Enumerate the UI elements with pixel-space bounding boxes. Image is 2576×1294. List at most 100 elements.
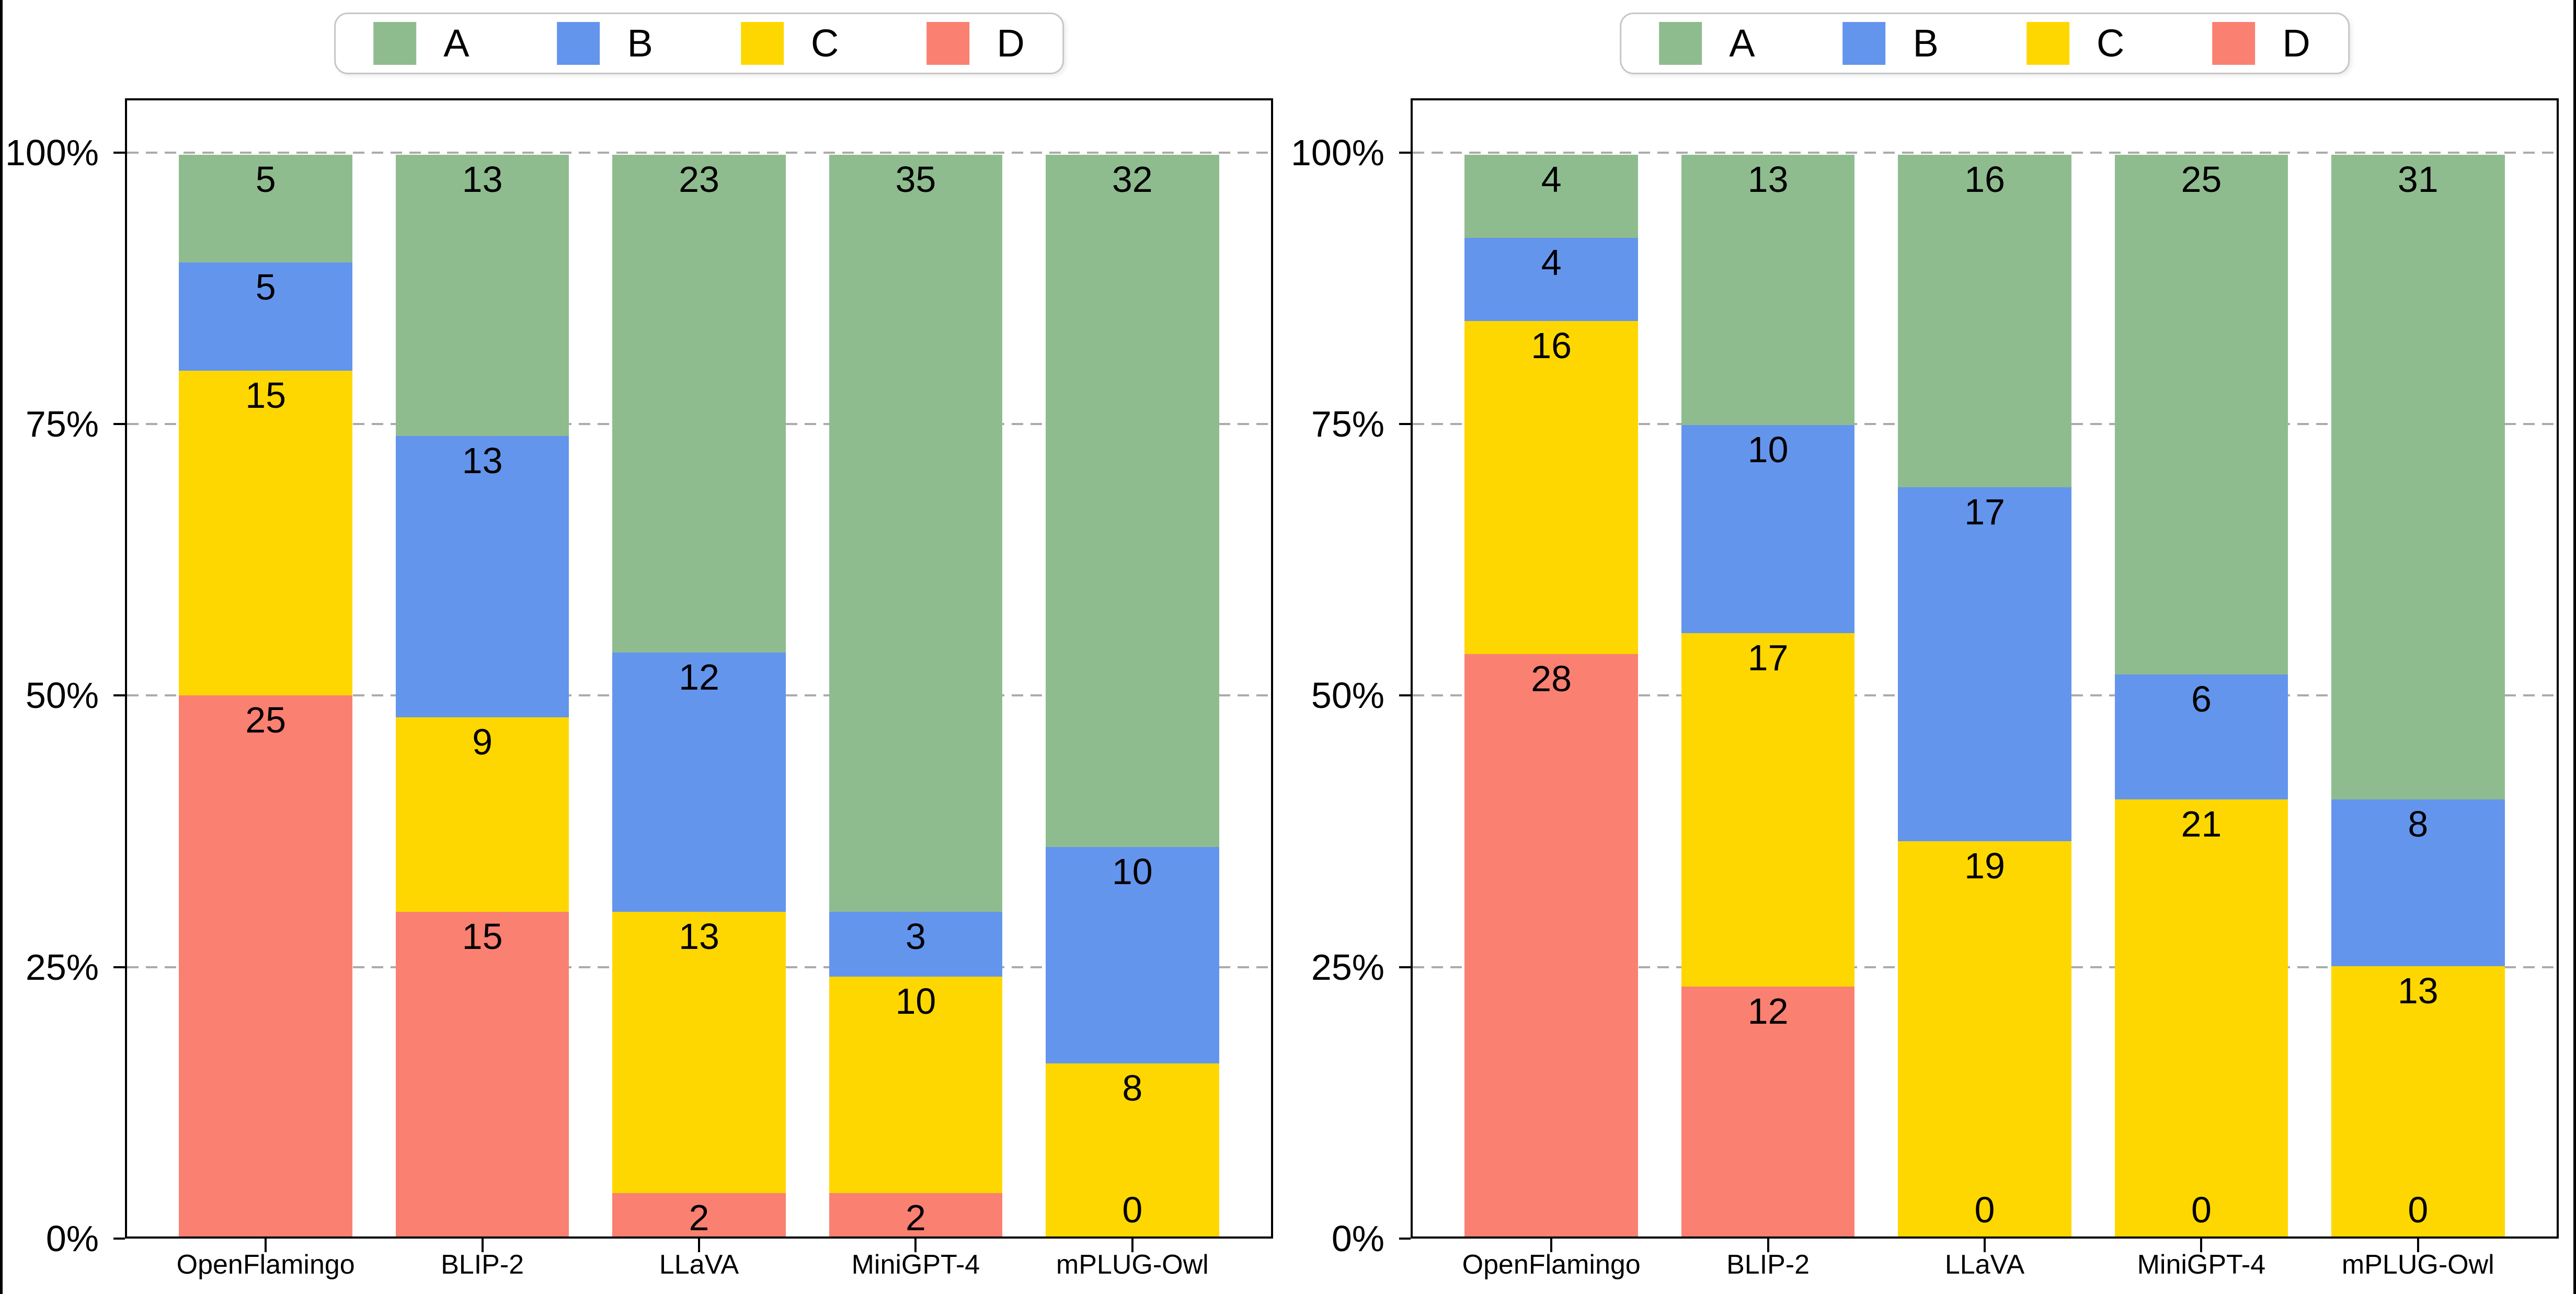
- right-value-label-A-LLaVA: 16: [1964, 158, 2005, 200]
- left-value-label-D-OpenFlamingo: 25: [245, 700, 287, 741]
- right-bar-slot-OpenFlamingo: 4 4 16 28: [1443, 100, 1659, 1236]
- left-segment-B-MiniGPT-4: 3: [829, 912, 1003, 977]
- left-legend-entry-A: A: [373, 21, 470, 65]
- right-value-label-C-mPLUG-Owl: 13: [2397, 970, 2438, 1011]
- left-bar-slot-BLIP-2: 13 13 9 15: [374, 100, 590, 1236]
- left-bar-mPLUG-Owl: 32 10 8 0: [1046, 154, 1219, 1236]
- right-segment-D-OpenFlamingo: 28: [1464, 654, 1638, 1236]
- right-x-tick-MiniGPT-4: [2200, 1239, 2203, 1252]
- left-value-label-C-MiniGPT-4: 10: [895, 981, 936, 1022]
- right-y-tick-0: [1399, 1238, 1411, 1240]
- left-legend-label-A: A: [443, 21, 470, 65]
- left-y-tick-100: [113, 151, 125, 154]
- right-legend-swatch-icon-B: [1842, 22, 1886, 65]
- right-legend-entry-A: A: [1659, 22, 1755, 65]
- right-value-label-B-LLaVA: 17: [1964, 491, 2005, 533]
- left-value-label-D-MiniGPT-4: 2: [905, 1197, 926, 1239]
- left-value-label-B-LLaVA: 12: [679, 656, 719, 697]
- right-bar-slot-BLIP-2: 13 10 17 12: [1659, 100, 1876, 1236]
- right-segment-B-LLaVA: 17: [1898, 487, 2071, 841]
- left-segment-D-OpenFlamingo: 25: [179, 695, 352, 1236]
- right-value-label-A-MiniGPT-4: 25: [2181, 158, 2222, 200]
- left-legend-label-C: C: [810, 21, 839, 65]
- left-segment-A-BLIP-2: 13: [395, 154, 569, 436]
- right-value-label-C-BLIP-2: 17: [1747, 637, 1789, 678]
- right-legend-label-A: A: [1729, 21, 1755, 65]
- left-value-label-A-MiniGPT-4: 35: [895, 158, 936, 200]
- right-x-tick-OpenFlamingo: [1550, 1239, 1553, 1252]
- left-value-label-B-mPLUG-Owl: 10: [1112, 851, 1153, 892]
- right-value-label-A-mPLUG-Owl: 31: [2397, 158, 2438, 200]
- right-segment-B-mPLUG-Owl: 8: [2331, 799, 2505, 966]
- right-segment-D-BLIP-2: 12: [1681, 987, 1855, 1236]
- left-legend-entry-D: D: [926, 21, 1025, 65]
- left-bar-slot-mPLUG-Owl: 32 10 8 0: [1024, 100, 1241, 1236]
- right-y-tick-label-0: 0%: [1331, 1218, 1384, 1259]
- left-x-tick-LLaVA: [698, 1239, 700, 1252]
- right-legend-entry-D: D: [2212, 22, 2310, 65]
- left-segment-B-OpenFlamingo: 5: [179, 262, 352, 371]
- left-bars-area: 5 5 15 25 13 13 9 15 23 12 13 2 35 3 10 2 32 10 8 0: [127, 100, 1271, 1239]
- left-value-label-B-MiniGPT-4: 3: [905, 916, 926, 957]
- right-bar-mPLUG-Owl: 31 8 13 0: [2331, 154, 2505, 1236]
- right-legend-label-C: C: [2096, 21, 2125, 65]
- left-bar-slot-MiniGPT-4: 35 3 10 2: [807, 100, 1024, 1237]
- right-x-label-OpenFlamingo: OpenFlamingo: [1462, 1250, 1641, 1280]
- image-right-border: [2573, 0, 2576, 1294]
- left-segment-D-MiniGPT-4: 2: [829, 1193, 1003, 1237]
- left-value-label-A-mPLUG-Owl: 32: [1112, 158, 1153, 200]
- right-segment-A-MiniGPT-4: 25: [2114, 154, 2288, 675]
- right-segment-C-OpenFlamingo: 16: [1464, 320, 1638, 654]
- right-y-tick-25: [1399, 966, 1411, 968]
- left-x-label-LLaVA: LLaVA: [659, 1250, 739, 1280]
- right-gridline-100: [1413, 151, 2557, 154]
- right-legend: A B C D: [1620, 13, 2350, 74]
- left-y-tick-label-75: 75%: [25, 404, 99, 445]
- left-x-tick-MiniGPT-4: [914, 1239, 917, 1252]
- left-value-label-A-LLaVA: 23: [679, 158, 719, 200]
- right-value-label-B-mPLUG-Owl: 8: [2408, 804, 2429, 845]
- left-value-label-A-OpenFlamingo: 5: [255, 158, 276, 200]
- left-segment-B-BLIP-2: 13: [395, 436, 569, 717]
- left-y-tick-75: [113, 423, 125, 426]
- left-y-tick-label-50: 50%: [25, 675, 99, 716]
- left-legend-label-B: B: [627, 21, 653, 65]
- left-segment-C-mPLUG-Owl: 8: [1046, 1063, 1219, 1236]
- left-x-label-MiniGPT-4: MiniGPT-4: [851, 1250, 980, 1280]
- left-segment-A-OpenFlamingo: 5: [179, 154, 352, 263]
- right-legend-swatch-icon-D: [2212, 22, 2256, 65]
- right-y-tick-50: [1399, 694, 1411, 697]
- left-value-label-D-LLaVA: 2: [689, 1197, 709, 1239]
- right-segment-B-BLIP-2: 10: [1681, 425, 1855, 633]
- left-x-tick-mPLUG-Owl: [1131, 1239, 1134, 1252]
- left-segment-B-LLaVA: 12: [612, 652, 786, 912]
- right-legend-entry-B: B: [1842, 22, 1939, 65]
- left-legend-label-D: D: [997, 21, 1025, 65]
- left-value-label-A-BLIP-2: 13: [462, 158, 503, 200]
- right-segment-A-mPLUG-Owl: 31: [2331, 154, 2505, 800]
- right-legend-swatch-icon-C: [2026, 22, 2069, 65]
- right-value-label-C-LLaVA: 19: [1964, 845, 2005, 886]
- left-segment-C-BLIP-2: 9: [395, 717, 569, 912]
- left-segment-C-LLaVA: 13: [612, 912, 786, 1194]
- right-segment-B-OpenFlamingo: 4: [1464, 237, 1638, 321]
- right-segment-C-LLaVA: 19: [1898, 841, 2071, 1236]
- left-bar-BLIP-2: 13 13 9 15: [395, 154, 569, 1236]
- left-value-label-C-OpenFlamingo: 15: [245, 375, 287, 416]
- left-y-tick-label-25: 25%: [25, 946, 99, 988]
- right-y-tick-label-75: 75%: [1311, 404, 1384, 445]
- image-left-border: [0, 0, 3, 1294]
- right-bar-slot-mPLUG-Owl: 31 8 13 0: [2310, 100, 2526, 1236]
- right-x-tick-mPLUG-Owl: [2417, 1239, 2419, 1252]
- left-legend-entry-B: B: [557, 22, 653, 65]
- right-x-label-mPLUG-Owl: mPLUG-Owl: [2341, 1250, 2494, 1280]
- left-legend-swatch-icon-B: [557, 22, 600, 65]
- left-y-tick-0: [113, 1238, 125, 1240]
- right-segment-C-mPLUG-Owl: 13: [2331, 966, 2505, 1236]
- left-x-tick-OpenFlamingo: [265, 1239, 267, 1252]
- right-segment-A-BLIP-2: 13: [1681, 154, 1855, 425]
- right-value-label-D-mPLUG-Owl: 0: [2408, 1189, 2429, 1230]
- right-legend-entry-C: C: [2026, 21, 2125, 65]
